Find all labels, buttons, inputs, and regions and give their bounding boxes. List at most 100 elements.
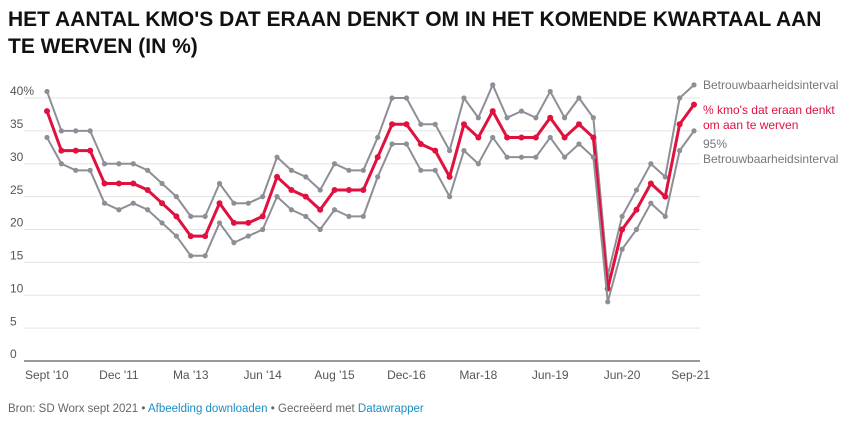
source: Bron: SD Worx sept 2021: [8, 403, 139, 415]
download-link[interactable]: Afbeelding downloaden: [147, 403, 268, 415]
point: [662, 174, 668, 180]
y-tick-label: 40%: [10, 84, 34, 98]
point: [518, 108, 525, 114]
point: [389, 95, 395, 101]
point: [44, 88, 50, 95]
point: [274, 154, 280, 160]
separator: •: [141, 403, 146, 415]
point: [101, 200, 108, 206]
point: [403, 95, 410, 101]
point: [648, 161, 654, 167]
y-tick-label: 35: [10, 117, 24, 131]
x-tick-label: Dec-16: [387, 368, 426, 382]
x-tick-label: Mar-18: [459, 368, 497, 382]
point: [173, 213, 180, 220]
y-tick-label: 10: [10, 281, 24, 295]
point: [633, 187, 640, 193]
point: [72, 147, 79, 154]
point: [101, 161, 108, 167]
point: [303, 213, 309, 219]
point: [73, 128, 79, 134]
point: [159, 200, 166, 207]
chart-title: HET AANTAL KMO'S DAT ERAAN DENKT OM IN H…: [8, 8, 822, 58]
point: [446, 194, 453, 200]
point: [460, 121, 467, 128]
point: [58, 147, 65, 154]
point: [73, 167, 79, 173]
point: [490, 134, 496, 141]
point: [619, 213, 625, 219]
point: [504, 154, 510, 160]
point: [605, 299, 611, 305]
point: [173, 233, 179, 239]
point: [331, 161, 338, 167]
footer: Bron: SD Worx sept 2021 • Afbeelding dow…: [8, 403, 424, 415]
point: [188, 253, 194, 259]
point: [432, 147, 439, 154]
point: [518, 154, 525, 160]
point: [691, 128, 697, 134]
x-tick-label: Jun '14: [244, 368, 283, 382]
series-label: 95% Betrouwbaarheidsinterval: [703, 137, 839, 166]
point: [216, 180, 223, 187]
point: [547, 134, 553, 141]
point: [446, 173, 453, 180]
x-tick-label: Dec '11: [99, 368, 139, 382]
point: [389, 141, 395, 147]
point: [490, 82, 496, 88]
point: [475, 134, 482, 141]
point: [432, 167, 438, 173]
point: [576, 141, 582, 147]
point: [418, 121, 424, 127]
point: [288, 167, 295, 173]
point: [575, 121, 582, 128]
point: [461, 95, 467, 101]
point: [115, 180, 122, 187]
point: [288, 187, 295, 194]
point: [159, 220, 165, 226]
point: [331, 187, 338, 194]
tool-link[interactable]: Datawrapper: [357, 403, 424, 415]
point: [648, 200, 654, 206]
x-tick-label: Ma '13: [173, 368, 209, 382]
point: [418, 167, 424, 173]
point: [375, 134, 381, 141]
point: [260, 194, 266, 200]
point: [259, 213, 266, 220]
point: [216, 220, 223, 226]
point: [562, 115, 568, 121]
point: [677, 148, 683, 154]
point: [274, 194, 280, 200]
point: [44, 108, 50, 115]
point: [345, 187, 352, 194]
point: [317, 226, 323, 233]
point: [647, 180, 654, 187]
point: [116, 161, 122, 167]
point: [130, 161, 136, 167]
point: [590, 154, 596, 160]
x-tick-label: Aug '15: [314, 368, 355, 382]
point: [116, 207, 122, 213]
point: [331, 207, 338, 213]
point: [360, 167, 366, 173]
point: [662, 193, 669, 200]
point: [274, 173, 281, 180]
point: [202, 213, 208, 219]
point: [144, 187, 151, 194]
point: [691, 101, 697, 108]
point: [417, 141, 424, 148]
x-tick-label: Jun-19: [532, 368, 569, 382]
point: [145, 167, 151, 173]
point: [58, 161, 64, 167]
y-tick-label: 0: [10, 347, 17, 361]
point: [346, 213, 352, 219]
point: [231, 240, 237, 246]
point: [446, 148, 453, 154]
point: [188, 213, 194, 219]
point: [346, 167, 352, 173]
point: [619, 246, 625, 252]
series-line: [45, 103, 696, 291]
series-line: [46, 130, 695, 303]
